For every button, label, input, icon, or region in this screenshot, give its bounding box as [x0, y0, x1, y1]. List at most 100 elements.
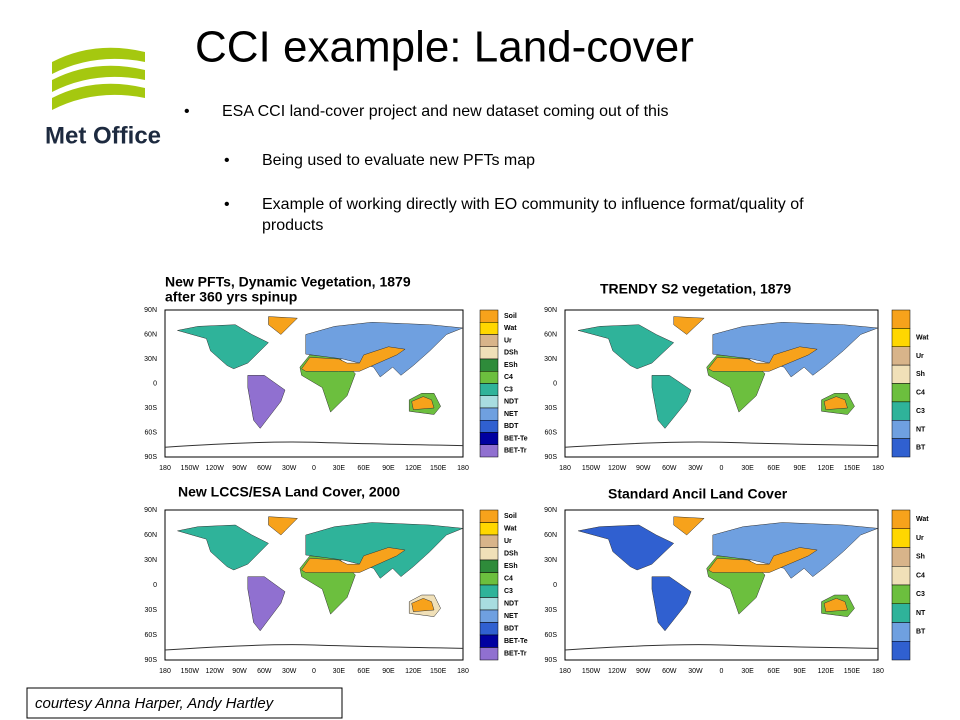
lon-label: 120E: [818, 668, 835, 675]
legend-swatch: [891, 383, 911, 403]
legend-label: Wat: [504, 526, 517, 533]
legend-label: Ur: [916, 535, 924, 542]
lon-label: 150E: [430, 668, 447, 675]
legend-label: BT: [916, 629, 926, 636]
land: [708, 547, 818, 573]
legend-swatch: [891, 438, 911, 458]
legend-swatch: [479, 572, 499, 586]
bullet-dot: •: [224, 152, 230, 169]
legend-swatch: [891, 309, 911, 329]
lon-label: 150W: [181, 465, 200, 472]
legend-swatch: [479, 559, 499, 573]
lat-label: 0: [153, 380, 157, 387]
lon-label: 150W: [582, 465, 601, 472]
lat-label: 0: [553, 380, 557, 387]
land: [177, 524, 269, 571]
lat-label: 30N: [544, 356, 557, 363]
lon-label: 0: [720, 465, 724, 472]
lon-label: 30E: [333, 668, 346, 675]
lon-label: 60E: [357, 668, 370, 675]
lat-label: 0: [153, 582, 157, 589]
lat-label: 90S: [145, 454, 158, 461]
legend-label: C3: [916, 591, 925, 598]
lon-label: 120E: [405, 465, 422, 472]
legend-swatch: [891, 566, 911, 586]
lon-label: 60W: [662, 465, 677, 472]
legend-swatch: [891, 622, 911, 642]
land: [411, 598, 435, 612]
lat-label: 90N: [544, 307, 557, 314]
lat-label: 90N: [144, 307, 157, 314]
lon-label: 30W: [282, 668, 297, 675]
lon-label: 60W: [257, 465, 272, 472]
lat-label: 90N: [144, 507, 157, 514]
legend-label: ESh: [504, 563, 518, 570]
lon-label: 90E: [794, 668, 807, 675]
legend-label: Ur: [916, 353, 924, 360]
lat-label: 30S: [545, 405, 558, 412]
legend-swatch: [479, 509, 499, 523]
legend-swatch: [479, 584, 499, 598]
lon-label: 90W: [636, 668, 651, 675]
legend-swatch: [479, 407, 499, 421]
lon-label: 150E: [430, 465, 447, 472]
legend-swatch: [479, 346, 499, 360]
legend-swatch: [891, 603, 911, 623]
legend-swatch: [479, 395, 499, 409]
bullet-text: ESA CCI land-cover project and new datas…: [222, 103, 668, 120]
lat-label: 60N: [544, 331, 557, 338]
land: [177, 324, 269, 370]
lat-label: 60N: [144, 532, 157, 539]
map-panel: Standard Ancil Land Cover 90N 60N 30N 0 30S 60…: [544, 486, 929, 675]
lon-label: 90E: [794, 465, 807, 472]
legend-swatch: [479, 309, 499, 323]
legend-label: Ur: [504, 337, 512, 344]
bullet-dot: •: [184, 103, 190, 120]
bullet-line: Example of working directly with EO comm…: [262, 196, 804, 213]
land: [411, 396, 435, 410]
legend-swatch: [479, 444, 499, 458]
lon-label: 60E: [767, 668, 780, 675]
legend-label: NDT: [504, 399, 519, 406]
legend-swatch: [891, 328, 911, 347]
antarctica: [164, 441, 464, 448]
lon-label: 120W: [206, 465, 225, 472]
legend-swatch: [891, 528, 911, 548]
lon-label: 180: [159, 668, 171, 675]
legend-label: NDT: [504, 601, 519, 608]
legend-label: C4: [916, 572, 925, 579]
legend-swatch: [479, 371, 499, 384]
legend-swatch: [479, 334, 499, 347]
legend-label: DSh: [504, 551, 518, 558]
lon-label: 60W: [662, 668, 677, 675]
logo-text: Met Office: [45, 122, 161, 149]
legend-swatch: [479, 597, 499, 611]
legend-swatch: [479, 547, 499, 561]
land: [301, 346, 406, 372]
lat-label: 60S: [145, 429, 158, 436]
lat-label: 60S: [545, 632, 558, 639]
legend-label: Wat: [916, 516, 929, 523]
panel-title: Standard Ancil Land Cover: [608, 486, 788, 502]
legend-label: NT: [916, 610, 926, 617]
lat-label: 60N: [144, 331, 157, 338]
legend-swatch: [479, 322, 499, 335]
bullet-text: Example of working directly with EO comm…: [262, 196, 804, 234]
land: [651, 576, 692, 632]
lon-label: 60W: [257, 668, 272, 675]
legend-swatch: [891, 401, 911, 421]
legend-swatch: [479, 534, 499, 548]
lon-label: 60E: [767, 465, 780, 472]
lon-label: 30W: [688, 465, 703, 472]
land: [247, 375, 286, 429]
land: [301, 547, 406, 573]
legend-label: BET-Tr: [504, 448, 527, 455]
legend-swatch: [891, 641, 911, 661]
lat-label: 30N: [144, 356, 157, 363]
lat-label: 30N: [544, 557, 557, 564]
legend-swatch: [891, 346, 911, 366]
lon-label: 120W: [206, 668, 225, 675]
land: [651, 375, 692, 429]
panel-title: New LCCS/ESA Land Cover, 2000: [178, 484, 400, 500]
